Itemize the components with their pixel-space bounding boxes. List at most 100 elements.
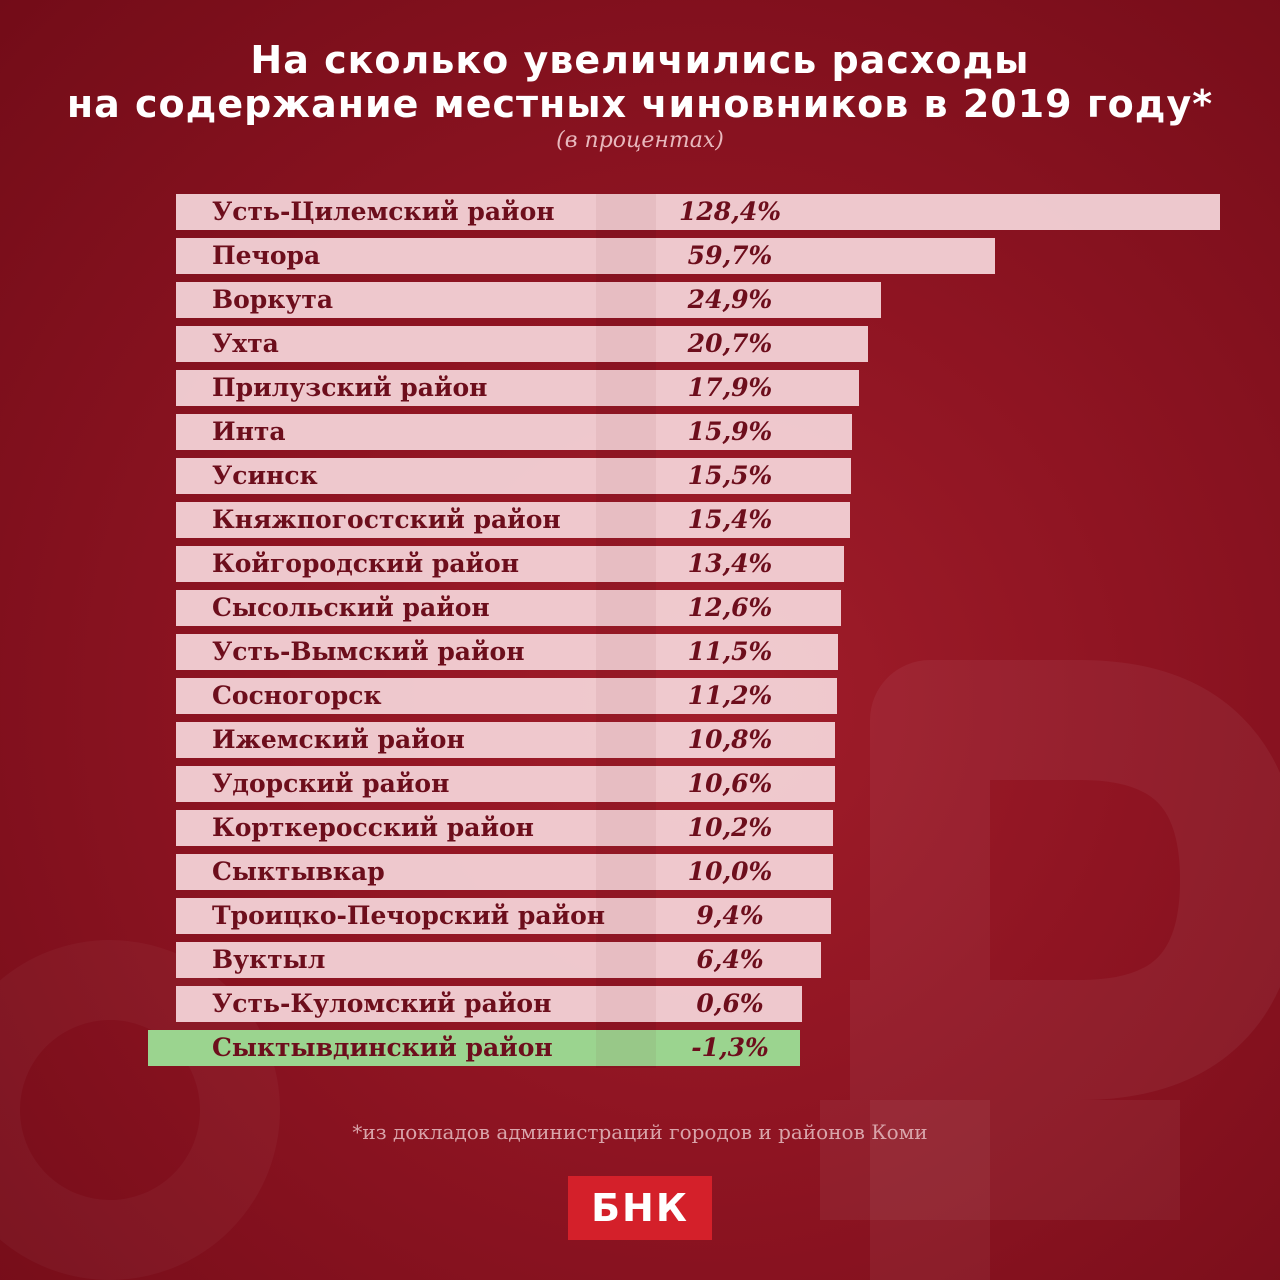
title-line-2: на содержание местных чиновников в 2019 … [66,82,1214,126]
bar-column-shade [596,722,656,758]
category-label: Троицко-Печорский район [212,901,606,930]
bar-column-shade [596,898,656,934]
bar-column-shade [596,238,656,274]
bar-row: Прилузский район 17,9% [0,370,1280,406]
bar [176,722,836,758]
bar [176,546,844,582]
value-label: 0,6% [696,989,764,1018]
category-label: Ижемский район [212,725,465,754]
bar-column-shade [596,590,656,626]
bar [148,1030,800,1066]
bar-column-shade [596,678,656,714]
bar [176,282,882,318]
bar-row: Инта 15,9% [0,414,1280,450]
bar-column-shade [596,502,656,538]
value-label: 12,6% [687,593,773,622]
bar [176,326,868,362]
bar-row: Сыктывкар 10,0% [0,854,1280,890]
category-label: Корткеросский район [212,813,534,842]
value-label: 59,7% [687,241,773,270]
value-label: 10,8% [687,725,773,754]
bar-row: Усть-Куломский район 0,6% [0,986,1280,1022]
footnote: *из докладов администраций городов и рай… [352,1120,928,1144]
bar [176,238,996,274]
category-label: Печора [212,241,321,270]
bar-column-shade [596,326,656,362]
category-label: Сыктывкар [212,857,385,886]
bar [176,942,821,978]
bar-column-shade [596,942,656,978]
value-label: 11,5% [687,637,773,666]
bar-row: Сысольский район 12,6% [0,590,1280,626]
bar [176,986,802,1022]
bar-row: Ухта 20,7% [0,326,1280,362]
bar-column-shade [596,986,656,1022]
chart-subtitle: (в процентах) [556,128,724,153]
bar [176,414,852,450]
category-label: Усть-Цилемский район [212,197,555,226]
bar-row: Сыктывдинский район -1,3% [0,1030,1280,1066]
bar-column-shade [596,1030,656,1066]
value-label: 24,9% [687,285,773,314]
bar-row: Усть-Цилемский район 128,4% [0,194,1280,230]
value-label: -1,3% [691,1033,769,1062]
category-label: Сыктывдинский район [212,1033,553,1062]
bar-row: Княжпогостский район 15,4% [0,502,1280,538]
category-label: Княжпогостский район [212,505,561,534]
value-label: 6,4% [696,945,764,974]
bar-column-shade [596,546,656,582]
bar [176,898,831,934]
bar-row: Воркута 24,9% [0,282,1280,318]
bar [176,194,1220,230]
category-label: Усть-Вымский район [212,637,525,666]
category-label: Ухта [212,329,279,358]
bar-column-shade [596,458,656,494]
bar [176,854,833,890]
value-label: 17,9% [687,373,773,402]
value-label: 10,6% [687,769,773,798]
category-label: Воркута [212,285,334,314]
bar-row: Вуктыл 6,4% [0,942,1280,978]
value-label: 11,2% [687,681,773,710]
bar [176,502,851,538]
category-label: Усинск [212,461,318,490]
value-label: 15,9% [687,417,773,446]
bar [176,458,851,494]
bnk-logo: БНК [568,1176,712,1240]
bar-column-shade [596,634,656,670]
bar-column-shade [596,854,656,890]
category-label: Прилузский район [212,373,488,402]
bar [176,634,838,670]
bar-row: Койгородский район 13,4% [0,546,1280,582]
category-label: Вуктыл [212,945,326,974]
bar-row: Усинск 15,5% [0,458,1280,494]
bar-column-shade [596,810,656,846]
value-label: 10,0% [687,857,773,886]
bar-row: Ижемский район 10,8% [0,722,1280,758]
bar [176,370,859,406]
bar-row: Троицко-Печорский район 9,4% [0,898,1280,934]
bar-row: Печора 59,7% [0,238,1280,274]
category-label: Усть-Куломский район [212,989,552,1018]
bar-column-shade [596,282,656,318]
bar-column-shade [596,194,656,230]
value-label: 128,4% [678,197,782,226]
value-label: 20,7% [687,329,773,358]
bar-column-shade [596,414,656,450]
bar [176,678,837,714]
chart-title: На сколько увеличились расходы на содерж… [0,38,1280,126]
category-label: Удорский район [212,769,450,798]
value-label: 10,2% [687,813,773,842]
bar-row: Сосногорск 11,2% [0,678,1280,714]
bar [176,590,842,626]
bar-column-shade [596,370,656,406]
value-label: 13,4% [687,549,773,578]
value-label: 9,4% [696,901,764,930]
category-label: Койгородский район [212,549,520,578]
bar-row: Усть-Вымский район 11,5% [0,634,1280,670]
bar [176,766,835,802]
bar-row: Удорский район 10,6% [0,766,1280,802]
bar-column-shade [596,766,656,802]
title-line-1: На сколько увеличились расходы [250,38,1030,82]
value-label: 15,5% [687,461,773,490]
